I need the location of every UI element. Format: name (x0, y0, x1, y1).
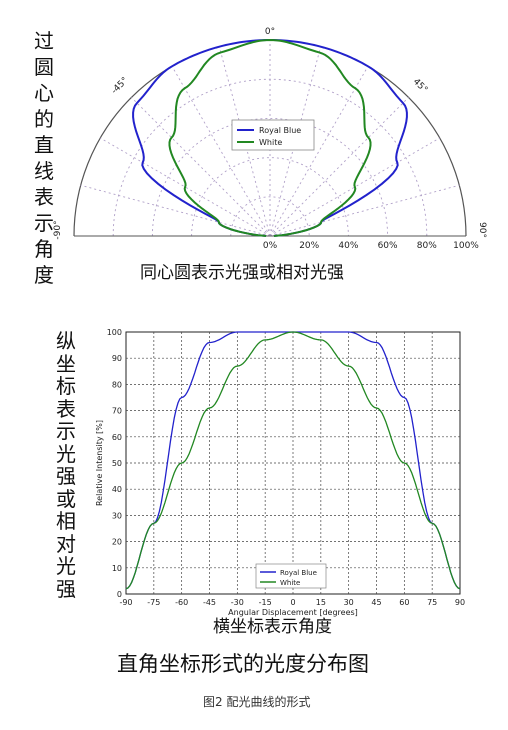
rect-y-tick: 10 (112, 564, 122, 573)
polar-grid-spoke (269, 66, 369, 237)
rect-x-tick: -15 (259, 598, 272, 607)
polar-legend-label: Royal Blue (259, 126, 301, 135)
rect-y-tick: 70 (112, 407, 122, 416)
figure-caption: 图2 配光曲线的形式 (203, 695, 311, 709)
polar-grid-circle (112, 78, 428, 237)
rect-y-tick: 20 (112, 538, 122, 547)
vertical-char: 度 (34, 263, 54, 287)
rect-caption: 直角坐标形式的光度分布图 (117, 652, 369, 676)
rect-x-tick: -75 (147, 598, 160, 607)
polar-legend-label: White (259, 138, 282, 147)
polar-radial-tick: 100% (453, 241, 479, 251)
polar-side-label: 过圆心的直线表示角度 (32, 28, 56, 288)
vertical-char: 强 (56, 576, 76, 601)
polar-radial-tick: 60% (378, 241, 398, 251)
polar-grid-spoke (171, 66, 271, 237)
vertical-char: 直 (34, 133, 54, 157)
rect-chart: -90 -75 -60 -45 -30 -15 0 15 30 45 60 75 90 0 10 20 30 40… (95, 328, 465, 617)
vertical-char: 圆 (34, 55, 54, 79)
rect-x-tick: -60 (175, 598, 188, 607)
polar-grid-circle (230, 196, 310, 237)
vertical-char: 示 (56, 419, 76, 443)
rect-x-tick: 0 (290, 598, 295, 607)
vertical-char: 标 (56, 374, 76, 398)
rect-x-tick: -45 (203, 598, 216, 607)
polar-legend-box (231, 119, 315, 151)
polar-chart: 0° 45° -45° 90° -90° 0% 20% 40% 60% 80% 100% Royal … (53, 27, 487, 251)
vertical-char: 线 (34, 159, 54, 183)
rect-y-tick: 40 (112, 485, 122, 494)
rect-x-tick: 30 (344, 598, 354, 607)
rect-y-tick: 60 (112, 433, 122, 442)
polar-grid-spoke (80, 184, 271, 237)
rect-x-tick: -90 (119, 598, 132, 607)
vertical-char: 纵 (56, 329, 76, 353)
vertical-char: 对 (56, 531, 76, 556)
vertical-char: 表 (34, 185, 54, 209)
polar-angle-tick: 45° (411, 77, 429, 95)
polar-angle-tick: 90° (477, 222, 487, 238)
xaxis-caption: 横坐标表示角度 (213, 617, 332, 637)
rect-plot-frame (125, 331, 461, 595)
rect-x-axis-label: Angular Displacement [degrees] (228, 608, 358, 617)
vertical-char: 过 (34, 29, 54, 53)
rect-y-tick: 100 (107, 328, 122, 337)
rect-y-tick: 0 (117, 590, 122, 599)
rect-x-tick: -30 (231, 598, 244, 607)
rect-legend-box (255, 563, 327, 589)
vertical-char: 相 (56, 509, 76, 533)
rect-x-tick: 15 (316, 598, 326, 607)
rect-y-axis-label: Relative Intensity [%] (95, 420, 104, 506)
rect-side-label: 纵坐标表示光强或相对光强 (54, 330, 78, 600)
rect-legend-label: Royal Blue (280, 569, 317, 577)
vertical-char: 角 (34, 237, 54, 261)
vertical-char: 示 (34, 211, 54, 235)
polar-grid-spoke (269, 97, 409, 237)
rect-y-tick: 80 (112, 380, 122, 389)
rect-y-tick: 90 (112, 354, 122, 363)
polar-radial-tick: 20% (299, 241, 319, 251)
vertical-char: 的 (34, 107, 54, 131)
vertical-char: 或 (56, 486, 76, 511)
polar-grid-circle (151, 118, 389, 237)
vertical-char: 强 (56, 464, 76, 488)
polar-radial-tick: 80% (417, 241, 437, 251)
vertical-char: 心 (34, 81, 54, 105)
rect-x-tick: 60 (399, 598, 409, 607)
polar-radial-tick: 0% (263, 241, 278, 251)
rect-series-line (125, 331, 461, 590)
vertical-char: 坐 (56, 351, 76, 376)
rect-x-tick: 90 (455, 598, 465, 607)
polar-grid-spoke (269, 184, 460, 237)
vertical-char: 光 (56, 554, 76, 578)
vertical-char: 表 (56, 396, 76, 421)
polar-angle-tick: 0° (265, 27, 275, 37)
rect-y-tick: 30 (112, 511, 122, 520)
polar-angle-tick: -90° (53, 220, 63, 239)
polar-angle-tick: -45° (110, 76, 131, 97)
polar-radial-tick: 40% (338, 241, 358, 251)
polar-grid-spoke (131, 97, 271, 237)
rect-x-tick: 45 (371, 598, 381, 607)
vertical-char: 光 (56, 441, 76, 466)
rect-y-tick: 50 (112, 459, 122, 468)
polar-grid-circle (191, 157, 349, 237)
polar-series-line (168, 38, 372, 237)
rect-x-tick: 75 (427, 598, 437, 607)
polar-caption: 同心圆表示光强或相对光强 (140, 263, 344, 283)
rect-legend-label: White (280, 579, 300, 587)
